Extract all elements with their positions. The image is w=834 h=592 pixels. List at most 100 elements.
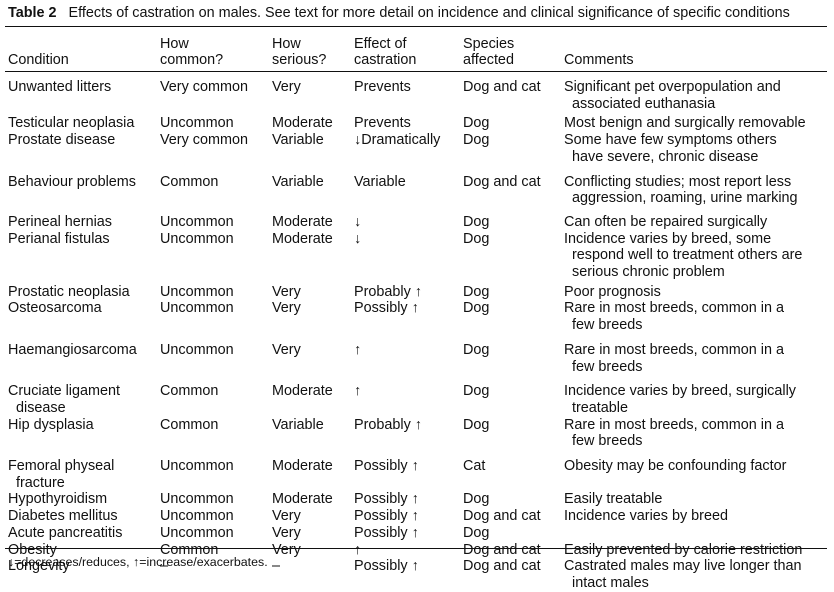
table-row: Hypothyroidism Uncommon Moderate Possibly ↑… (8, 491, 822, 508)
cell-effect: ↑ (354, 341, 362, 358)
cell-comments: Poor prognosis (564, 283, 661, 300)
cell-effect: ↓ (354, 213, 362, 230)
cell-common: Common (160, 383, 219, 400)
cell-serious: Variable (272, 416, 324, 433)
cell-serious: Very (272, 283, 301, 300)
cell-comments: Obesity may be confounding factor (564, 458, 787, 475)
cell-effect: Prevents (354, 79, 411, 95)
cell-common: Uncommon (160, 283, 234, 300)
caption-text: Effects of castration on males. See text… (68, 5, 790, 21)
cell-condition: Obesity (8, 541, 57, 558)
cell-serious: Moderate (272, 491, 333, 508)
cell-species: Dog (463, 416, 490, 433)
cell-comments: Significant pet overpopulation and associ… (564, 79, 781, 112)
header-how-serious: How serious? (272, 35, 327, 69)
cell-effect: ↑ (354, 541, 362, 558)
bottom-rule (5, 548, 827, 550)
cell-common: Uncommon (160, 508, 234, 525)
header-effect: Effect of castration (354, 35, 417, 69)
cell-species: Dog and cat (463, 508, 541, 525)
cell-effect: ↓ (354, 230, 362, 247)
cell-serious: Variable (272, 132, 324, 149)
cell-species: Dog and cat (463, 558, 541, 575)
header-comments: Comments (564, 52, 634, 69)
header-species: Species affected (463, 35, 515, 69)
header-row: Condition How common? How serious? Effect … (8, 34, 822, 69)
table-row: Obesity Common Very ↑ Dog and cat Easily prev… (8, 542, 822, 559)
cell-common: Uncommon (160, 115, 234, 132)
cell-condition: Unwanted litters (8, 79, 112, 95)
cell-comments: Some have few symptoms others have severe… (564, 132, 777, 165)
cell-species: Dog and cat (463, 79, 541, 95)
cell-common: Common (160, 173, 219, 190)
cell-effect: ↑ (354, 383, 362, 400)
cell-condition: Perianal fistulas (8, 230, 110, 247)
cell-condition: Longevity (8, 558, 70, 575)
cell-common: Uncommon (160, 230, 234, 247)
cell-serious: Moderate (272, 115, 333, 132)
cell-effect: Possibly ↑ (354, 524, 419, 541)
cell-comments: Incidence varies by breed (564, 508, 728, 525)
cell-common: Common (160, 416, 219, 433)
cell-condition: Hypothyroidism (8, 491, 108, 508)
cell-condition: Cruciate ligament disease (8, 383, 120, 416)
cell-comments (564, 525, 822, 542)
cell-species: Dog (463, 213, 490, 230)
cell-comments: Easily prevented by calorie restriction (564, 541, 803, 558)
table-footnote: ↓=decreases/reduces, ↑=increase/exacerba… (8, 555, 268, 569)
table-row: Perineal hernias Uncommon Moderate ↓ Dog Can … (8, 207, 822, 231)
cell-serious: Variable (272, 173, 324, 190)
table-row: Testicular neoplasia Uncommon Moderate Prev… (8, 112, 822, 132)
cell-serious: Moderate (272, 458, 333, 475)
cell-species: Dog (463, 230, 490, 247)
table-figure: Table 2 Effects of castration on males. S… (5, 5, 827, 591)
table-body: Unwanted litters Very common Very Prevents D… (8, 69, 822, 592)
cell-condition: Femoral physeal fracture (8, 458, 115, 491)
cell-serious: Very (272, 524, 301, 541)
data-table: Condition How common? How serious? Effect … (8, 34, 822, 592)
cell-comments: Most benign and surgically removable (564, 115, 806, 132)
table-row: Femoral physeal fracture Uncommon Moderate P… (8, 450, 822, 491)
cell-serious: Moderate (272, 213, 333, 230)
cell-comments: Rare in most breeds, common in a few bree… (564, 341, 784, 375)
cell-effect: Variable (354, 173, 406, 190)
table-row: Behaviour problems Common Variable Variable… (8, 166, 822, 207)
cell-condition: Prostatic neoplasia (8, 283, 130, 300)
cell-species: Dog and cat (463, 173, 541, 190)
cell-comments: Can often be repaired surgically (564, 213, 768, 230)
header-how-common: How common? (160, 35, 224, 69)
cell-species: Dog (463, 491, 490, 508)
top-rule (5, 26, 827, 28)
cell-species: Dog and cat (463, 541, 541, 558)
table-label: Table 2 (8, 5, 57, 21)
table-row: Diabetes mellitus Uncommon Very Possibly ↑ D… (8, 508, 822, 525)
cell-effect: ↓Dramatically (354, 132, 441, 149)
table-row: Cruciate ligament disease Common Moderate ↑ D… (8, 375, 822, 416)
cell-common: Uncommon (160, 524, 234, 541)
cell-common: Uncommon (160, 213, 234, 230)
cell-common: Uncommon (160, 458, 234, 475)
cell-comments: Incidence varies by breed, surgically tre… (564, 383, 796, 416)
cell-condition: Testicular neoplasia (8, 115, 135, 132)
cell-condition: Osteosarcoma (8, 300, 102, 317)
cell-effect: Possibly ↑ (354, 508, 419, 525)
cell-comments: Rare in most breeds, common in a few bree… (564, 300, 784, 334)
cell-effect: Possibly ↑ (354, 300, 419, 317)
cell-common: Uncommon (160, 300, 234, 317)
cell-species: Dog (463, 383, 490, 400)
cell-serious: Very (272, 300, 301, 317)
cell-serious: Very (272, 541, 301, 558)
cell-serious: Very (272, 79, 301, 95)
cell-comments: Castrated males may live longer than inta… (564, 558, 802, 591)
cell-effect: Possibly ↑ (354, 458, 419, 475)
cell-condition: Diabetes mellitus (8, 508, 118, 525)
cell-species: Dog (463, 300, 490, 317)
cell-comments: Easily treatable (564, 491, 663, 508)
table-row: Haemangiosarcoma Uncommon Very ↑ Dog Rare in … (8, 334, 822, 375)
table-row: Prostatic neoplasia Uncommon Very Probably … (8, 281, 822, 301)
cell-effect: Probably ↑ (354, 416, 422, 433)
cell-species: Dog (463, 341, 490, 358)
cell-serious: Moderate (272, 383, 333, 400)
cell-common: Very common (160, 132, 248, 149)
table-row: Hip dysplasia Common Variable Probably ↑ Dog… (8, 417, 822, 450)
